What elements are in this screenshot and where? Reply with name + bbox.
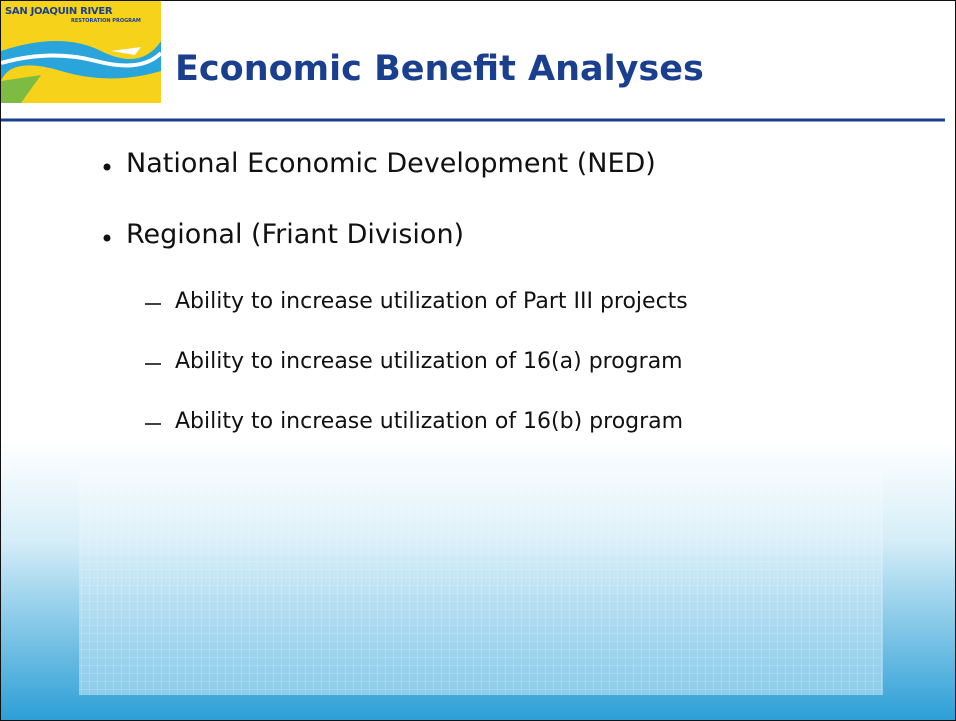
page: {"header": {"logo_title": "SAN JOAQUIN R… bbox=[0, 0, 956, 721]
sub-bullet: Ability to increase utilization of Part … bbox=[175, 289, 688, 314]
sub-bullet: Ability to increase utilization of 16(b)… bbox=[175, 409, 683, 434]
slide: SAN JOAQUIN RIVER RESTORATION PROGRAM Ec… bbox=[0, 0, 956, 721]
bullet: Regional (Friant Division) bbox=[126, 219, 464, 250]
sub-bullet: Ability to increase utilization of 16(a)… bbox=[175, 349, 683, 374]
bullet: National Economic Development (NED) bbox=[126, 148, 656, 179]
slide-title: Economic Benefit Analyses bbox=[175, 49, 704, 89]
logo-title: SAN JOAQUIN RIVER bbox=[5, 6, 112, 17]
logo-subtitle: RESTORATION PROGRAM bbox=[71, 18, 141, 24]
